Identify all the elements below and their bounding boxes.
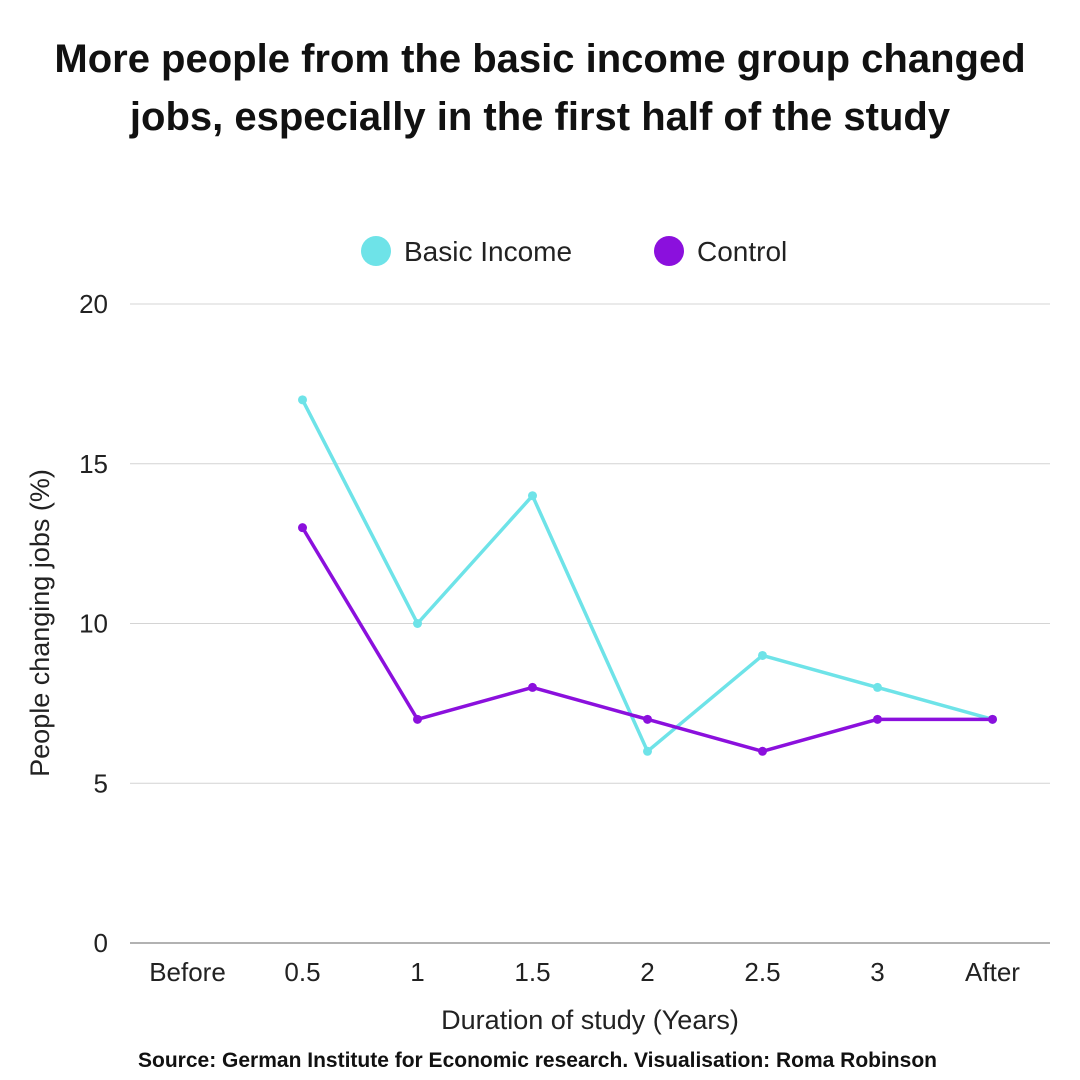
x-axis-label: Duration of study (Years) xyxy=(441,1005,739,1035)
data-point xyxy=(413,714,422,724)
y-tick-label: 5 xyxy=(94,768,108,798)
data-point xyxy=(758,650,767,660)
data-point xyxy=(643,746,652,756)
legend-label: Control xyxy=(697,236,787,267)
legend-marker xyxy=(361,236,391,266)
x-tick-label: After xyxy=(965,957,1020,987)
data-point xyxy=(873,682,882,692)
data-point xyxy=(988,714,997,724)
x-tick-label: 2.5 xyxy=(744,957,780,987)
y-tick-label: 10 xyxy=(79,609,108,639)
y-tick-label: 15 xyxy=(79,449,108,479)
data-point xyxy=(643,714,652,724)
chart-title-line: jobs, especially in the first half of th… xyxy=(129,95,951,139)
y-tick-label: 20 xyxy=(79,289,108,319)
x-tick-label: 2 xyxy=(640,957,654,987)
chart-title-line: More people from the basic income group … xyxy=(54,37,1026,81)
legend-label: Basic Income xyxy=(404,236,572,267)
x-tick-label: Before xyxy=(149,957,226,987)
data-point xyxy=(298,523,307,533)
data-point xyxy=(528,682,537,692)
data-point xyxy=(413,619,422,628)
x-tick-label: 3 xyxy=(870,957,884,987)
x-tick-label: 0.5 xyxy=(284,957,320,987)
data-point xyxy=(528,491,537,501)
chart-title: More people from the basic income group … xyxy=(0,30,1080,146)
y-axis-label: People changing jobs (%) xyxy=(25,469,55,777)
source-note: Source: German Institute for Economic re… xyxy=(138,1049,937,1072)
data-point xyxy=(298,395,307,405)
x-tick-label: 1.5 xyxy=(514,957,550,987)
y-tick-label: 0 xyxy=(94,928,108,958)
legend-marker xyxy=(654,236,684,266)
data-point xyxy=(758,746,767,756)
data-point xyxy=(873,714,882,724)
x-tick-label: 1 xyxy=(410,957,424,987)
